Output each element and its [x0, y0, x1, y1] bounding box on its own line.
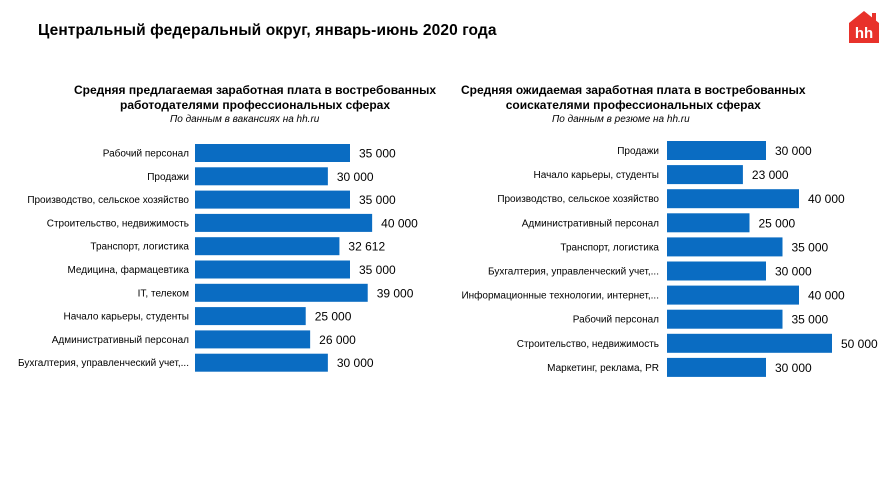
chart-left-bar [195, 283, 368, 302]
chart-left-value-label: 40 000 [381, 216, 418, 230]
chart-left-value-label: 35 000 [359, 147, 396, 161]
chart-left-value-label: 26 000 [319, 333, 356, 347]
chart-right-subtitle: По данным в резюме на hh.ru [552, 114, 690, 125]
chart-right-value-label: 40 000 [808, 289, 845, 303]
chart-right-value-label: 35 000 [792, 240, 829, 254]
chart-left-bar [195, 213, 373, 232]
chart-left-title-line1: Средняя предлагаемая заработная плата в … [74, 83, 436, 97]
chart-left-bar [195, 190, 350, 209]
chart-left-bar [195, 260, 350, 279]
chart-left-title: Средняя предлагаемая заработная плата в … [74, 83, 436, 113]
chart-left-title-line2: работодателями профессиональных сферах [119, 98, 390, 112]
chart-right-title-line2: соискателями профессиональных сферах [505, 98, 761, 112]
chart-right-bar [667, 309, 783, 329]
chart-left-value-label: 35 000 [359, 193, 396, 207]
chart-right-title-line1: Средняя ожидаемая заработная плата в вос… [461, 83, 806, 97]
chart-right-category-label: Начало карьеры, студенты [534, 170, 659, 181]
chart-right-category-label: Информационные технологии, интернет,... [461, 290, 659, 302]
chart-right-bars: Продажи 30 000 Начало карьеры, студенты 23 … [461, 141, 878, 377]
chart-right-category-label: Транспорт, логистика [560, 242, 659, 253]
chart-left-category-label: Административный персонал [52, 335, 189, 346]
hh-logo: hh [848, 10, 880, 44]
chart-left-value-label: 35 000 [359, 263, 396, 277]
chart-right-value-label: 25 000 [759, 216, 796, 230]
chart-right-bar [667, 165, 743, 185]
chart-right-bar [667, 189, 799, 209]
chart-left-category-label: Медицина, фармацевтика [67, 264, 189, 276]
chart-right-value-label: 23 000 [752, 168, 789, 182]
chart-right-bar [667, 285, 799, 305]
chart-right-bar [667, 237, 783, 257]
chart-left-category-label: IT, телеком [138, 288, 189, 299]
chart-right-value-label: 30 000 [775, 144, 812, 158]
chart-left-category-label: Продажи [147, 172, 189, 183]
chart-left-category-label: Строительство, недвижимость [47, 218, 189, 229]
chart-left-category-label: Бухгалтерия, управленческий учет,... [18, 358, 189, 369]
chart-right-value-label: 30 000 [775, 361, 812, 375]
logo-text: hh [855, 25, 873, 42]
chart-right-bar [667, 261, 766, 281]
chart-right-bar [667, 213, 750, 233]
chart-right-category-label: Административный персонал [522, 218, 659, 229]
chart-right-category-label: Производство, сельское хозяйство [497, 194, 659, 205]
chart-right-bar [667, 357, 766, 377]
chart-left-value-label: 39 000 [377, 286, 414, 300]
chart-right-category-label: Маркетинг, реклама, PR [547, 363, 659, 374]
chart-left-bar [195, 330, 311, 349]
chart-right-category-label: Рабочий персонал [573, 314, 659, 326]
chart-left-bar [195, 144, 350, 162]
chart-right-bar [667, 141, 766, 160]
chart-left-category-label: Производство, сельское хозяйство [27, 195, 189, 206]
chart-left-category-label: Рабочий персонал [103, 148, 189, 160]
chart-right-bar [667, 333, 832, 353]
hh-logo-icon: hh [849, 11, 879, 43]
chart-right-category-label: Продажи [617, 146, 659, 157]
chart-left-bar [195, 307, 306, 326]
chart-left-subtitle: По данным в вакансиях на hh.ru [170, 114, 320, 125]
chart-right-value-label: 40 000 [808, 192, 845, 206]
chart-left-value-label: 30 000 [337, 170, 374, 184]
chart-left-bar [195, 353, 328, 372]
chart-left-value-label: 30 000 [337, 356, 374, 370]
chart-right-value-label: 35 000 [792, 313, 829, 327]
chart-left-category-label: Транспорт, логистика [90, 242, 189, 253]
chart-left-bars: Рабочий персонал 35 000 Продажи 30 000 Произ… [18, 144, 418, 372]
chart-left-category-label: Начало карьеры, студенты [64, 312, 189, 323]
chart-left-value-label: 25 000 [315, 310, 352, 324]
chart-right-category-label: Строительство, недвижимость [517, 339, 659, 350]
chart-right-category-label: Бухгалтерия, управленческий учет,... [488, 267, 659, 278]
chart-left-bar [195, 237, 340, 256]
page-title: Центральный федеральный округ, январь-ию… [38, 22, 497, 39]
chart-left-value-label: 32 612 [348, 240, 385, 254]
chart-right-value-label: 30 000 [775, 265, 812, 279]
chart-right-value-label: 50 000 [841, 337, 878, 351]
chart-right-title: Средняя ожидаемая заработная плата в вос… [461, 83, 806, 113]
chart-left-bar [195, 167, 328, 186]
